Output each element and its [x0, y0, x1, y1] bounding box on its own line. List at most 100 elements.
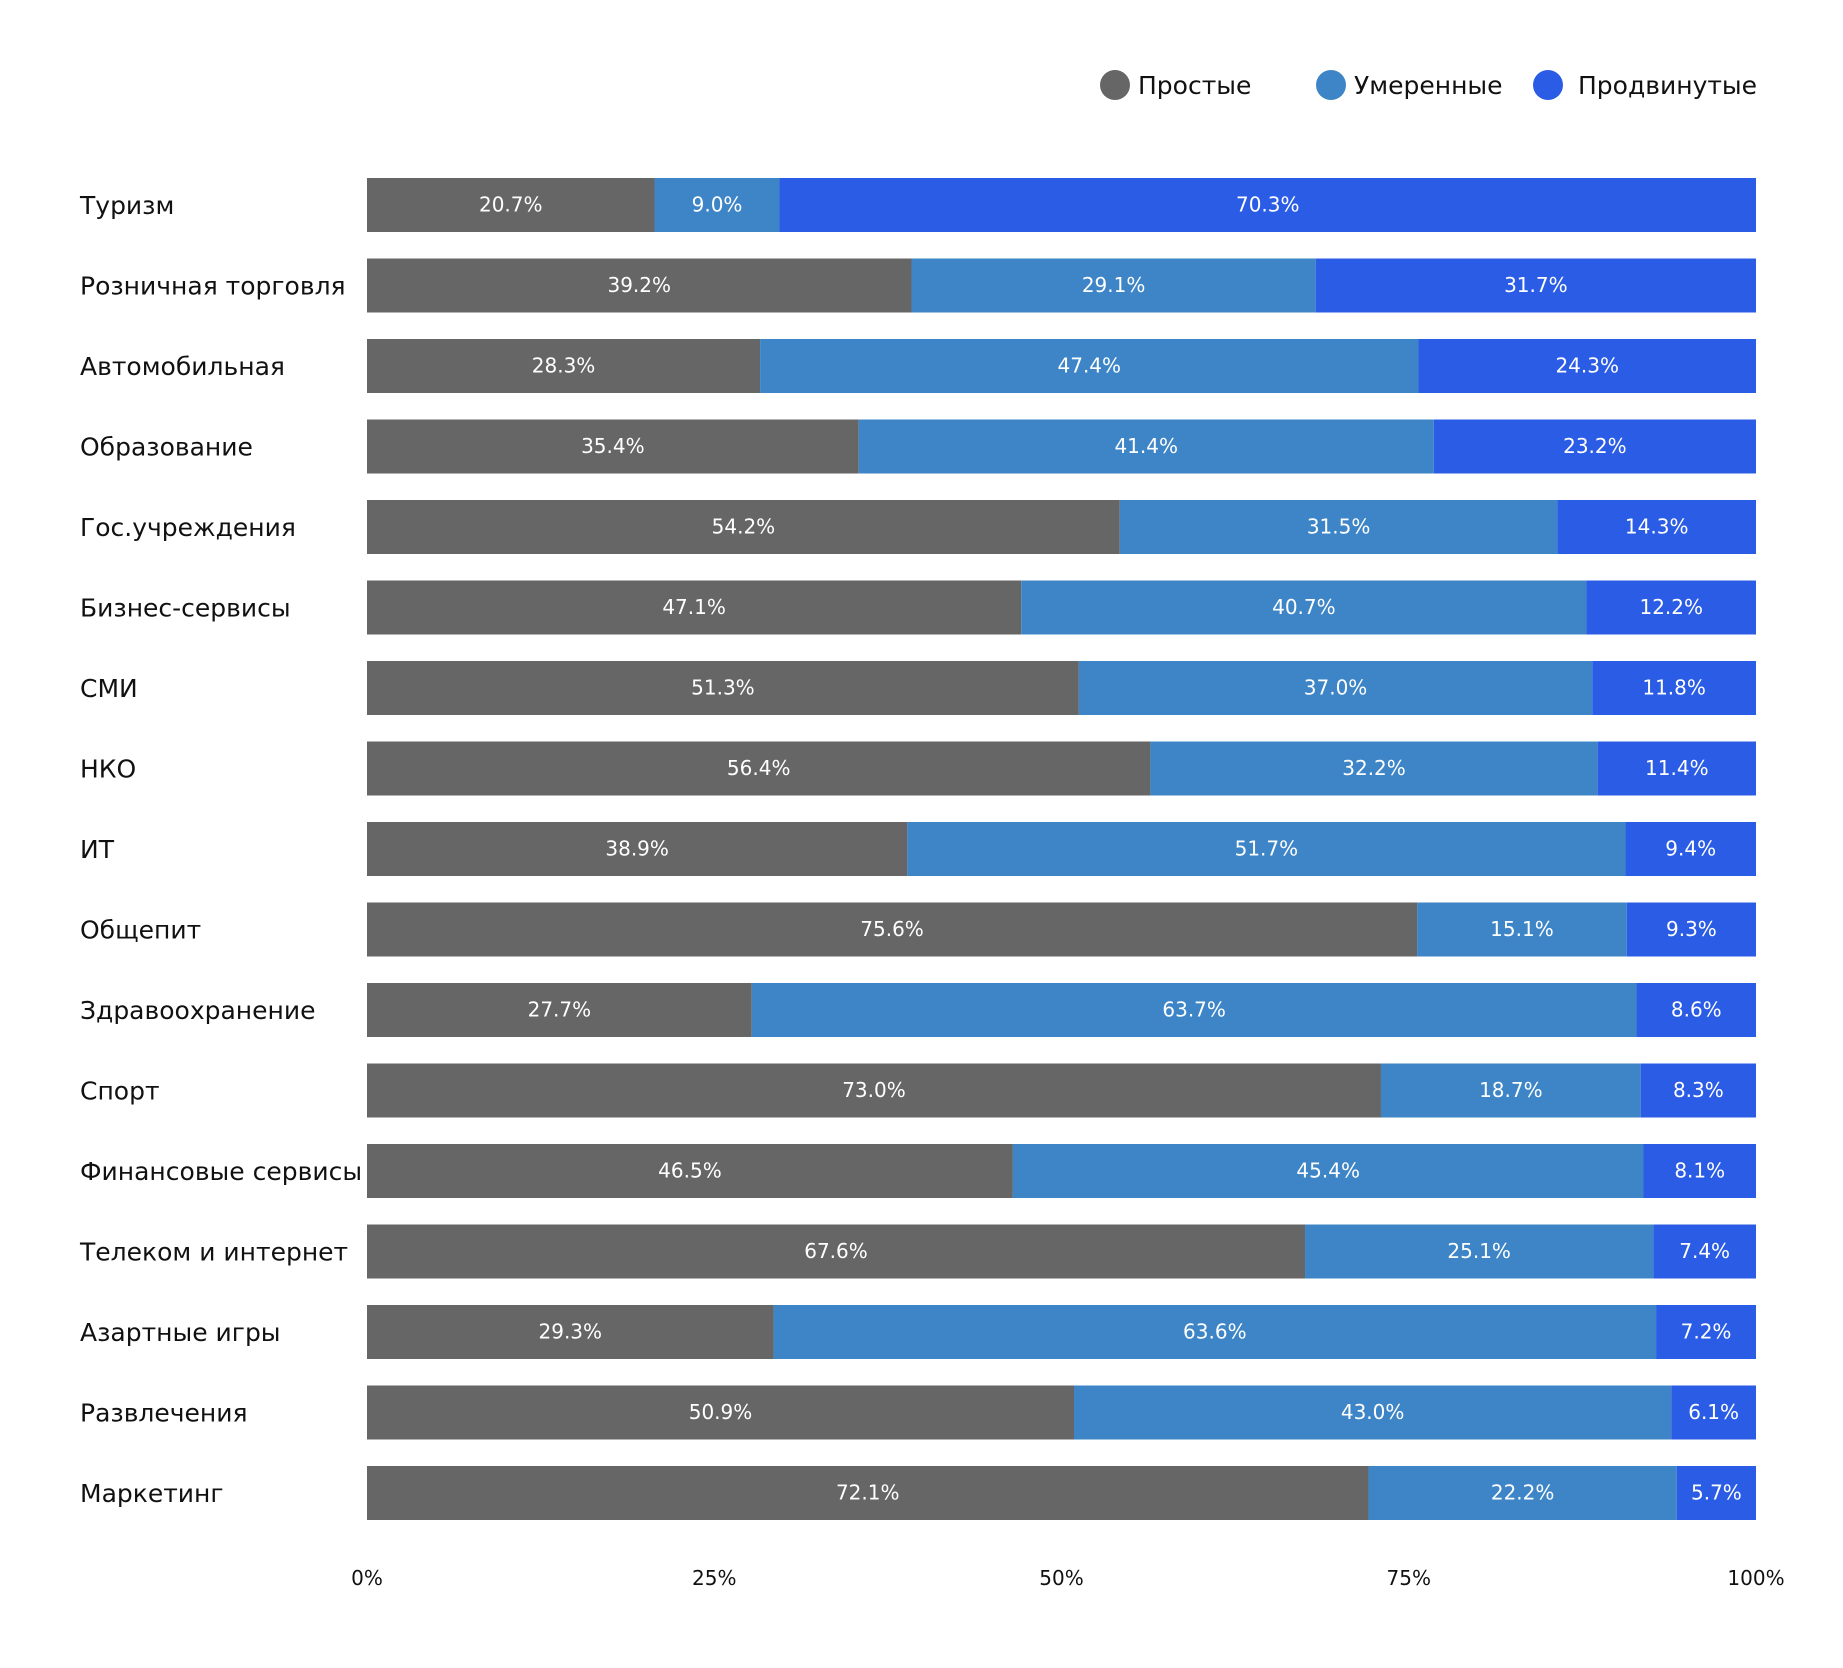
bar-segment: [907, 822, 1626, 876]
bar-segment: [1653, 1224, 1756, 1279]
bar-segment: [367, 500, 1120, 554]
value-label: 50.9%: [689, 1400, 753, 1424]
category-label: Азартные игры: [80, 1318, 281, 1347]
bar-segment: [1656, 1305, 1756, 1359]
bar-row: 35.4% 41.4% 23.2%: [367, 419, 1756, 474]
value-label: 23.2%: [1563, 434, 1627, 458]
value-label: 24.3%: [1555, 354, 1619, 378]
value-label: 35.4%: [581, 434, 645, 458]
value-label: 56.4%: [727, 756, 791, 780]
legend-marker: [1100, 70, 1130, 100]
value-label: 32.2%: [1342, 756, 1406, 780]
bar-segment: [367, 902, 1418, 957]
bar-segment: [1557, 500, 1756, 554]
bar-segment: [1012, 1144, 1644, 1198]
bar-segment: [760, 339, 1419, 393]
category-label: Спорт: [80, 1077, 160, 1106]
bar-segment: [1592, 661, 1756, 715]
bar-segment: [1078, 661, 1593, 715]
bar-segment: [1380, 1063, 1641, 1118]
value-label: 47.1%: [662, 595, 726, 619]
bar-segment: [367, 339, 761, 393]
value-label: 45.4%: [1296, 1159, 1360, 1183]
bar-segment: [773, 1305, 1657, 1359]
bars-area: 20.7% 9.0% 70.3%39.2% 29.1% 31.7%28.3% 47.4% 2…: [367, 178, 1756, 1520]
value-label: 29.3%: [539, 1320, 603, 1344]
value-label: 31.5%: [1307, 515, 1371, 539]
bar-segment: [1643, 1144, 1756, 1198]
bar-segment: [367, 1305, 774, 1359]
bar-row: 56.4% 32.2% 11.4%: [367, 741, 1756, 796]
value-label: 47.4%: [1058, 354, 1122, 378]
value-label: 29.1%: [1082, 273, 1146, 297]
value-label: 28.3%: [532, 354, 596, 378]
bar-row: 28.3% 47.4% 24.3%: [367, 339, 1756, 393]
value-label: 51.7%: [1235, 837, 1299, 861]
bar-row: 29.3% 63.6% 7.2%: [367, 1305, 1756, 1359]
category-label: Туризм: [79, 191, 174, 220]
x-tick-label: 0%: [351, 1566, 383, 1590]
x-axis-tick-labels: 0% 25% 50% 75% 100%: [351, 1566, 1784, 1590]
value-label: 8.1%: [1674, 1159, 1725, 1183]
value-label: 39.2%: [607, 273, 671, 297]
bar-segment: [367, 741, 1151, 796]
bar-segment: [1021, 580, 1587, 635]
legend-label: Простые: [1138, 71, 1251, 100]
bar-segment: [1119, 500, 1558, 554]
value-label: 43.0%: [1341, 1400, 1405, 1424]
category-label: Здравоохранение: [80, 996, 316, 1025]
value-label: 20.7%: [479, 193, 543, 217]
value-label: 70.3%: [1236, 193, 1300, 217]
bar-segment: [367, 1224, 1306, 1279]
bar-segment: [367, 178, 655, 232]
bar-segment: [367, 258, 912, 313]
value-label: 73.0%: [842, 1078, 906, 1102]
bar-segment: [1150, 741, 1598, 796]
value-label: 11.4%: [1645, 756, 1709, 780]
bar-segment: [1625, 822, 1756, 876]
bar-segment: [1418, 339, 1756, 393]
bar-segment: [1315, 258, 1756, 313]
bar-segment: [1368, 1466, 1677, 1520]
value-label: 72.1%: [836, 1481, 900, 1505]
value-label: 8.6%: [1671, 998, 1722, 1022]
category-label: Образование: [80, 433, 253, 462]
value-label: 22.2%: [1491, 1481, 1555, 1505]
chart-legend: Простые Умеренные Продвинутые: [1100, 70, 1757, 100]
bar-segment: [1636, 983, 1756, 1037]
value-label: 18.7%: [1479, 1078, 1543, 1102]
bar-segment: [367, 822, 908, 876]
value-label: 9.0%: [692, 193, 743, 217]
bar-segment: [367, 580, 1022, 635]
legend-item: Умеренные: [1316, 70, 1503, 100]
category-labels: Туризм Розничная торговля Автомобильная Обр…: [79, 191, 362, 1508]
bar-row: 50.9% 43.0% 6.1%: [367, 1385, 1756, 1440]
bar-row: 51.3% 37.0% 11.8%: [367, 661, 1756, 715]
value-label: 5.7%: [1691, 1481, 1742, 1505]
bar-row: 75.6% 15.1% 9.3%: [367, 902, 1756, 957]
bar-segment: [367, 1144, 1013, 1198]
bar-row: 72.1% 22.2% 5.7%: [367, 1466, 1756, 1520]
category-label: СМИ: [80, 674, 138, 703]
value-label: 41.4%: [1114, 434, 1178, 458]
value-label: 7.2%: [1681, 1320, 1732, 1344]
legend-label: Умеренные: [1354, 71, 1503, 100]
value-label: 40.7%: [1272, 595, 1336, 619]
bar-row: 20.7% 9.0% 70.3%: [367, 178, 1756, 232]
bar-segment: [1305, 1224, 1654, 1279]
x-tick-label: 25%: [692, 1566, 736, 1590]
value-label: 37.0%: [1304, 676, 1368, 700]
bar-segment: [367, 983, 752, 1037]
category-label: Финансовые сервисы: [80, 1157, 362, 1186]
value-label: 51.3%: [691, 676, 755, 700]
bar-row: 39.2% 29.1% 31.7%: [367, 258, 1756, 313]
bar-segment: [1676, 1466, 1756, 1520]
bar-segment: [1074, 1385, 1672, 1440]
value-label: 27.7%: [528, 998, 592, 1022]
bar-segment: [911, 258, 1316, 313]
bar-segment: [1433, 419, 1756, 474]
value-label: 54.2%: [712, 515, 776, 539]
value-label: 38.9%: [605, 837, 669, 861]
category-label: Развлечения: [80, 1399, 248, 1428]
